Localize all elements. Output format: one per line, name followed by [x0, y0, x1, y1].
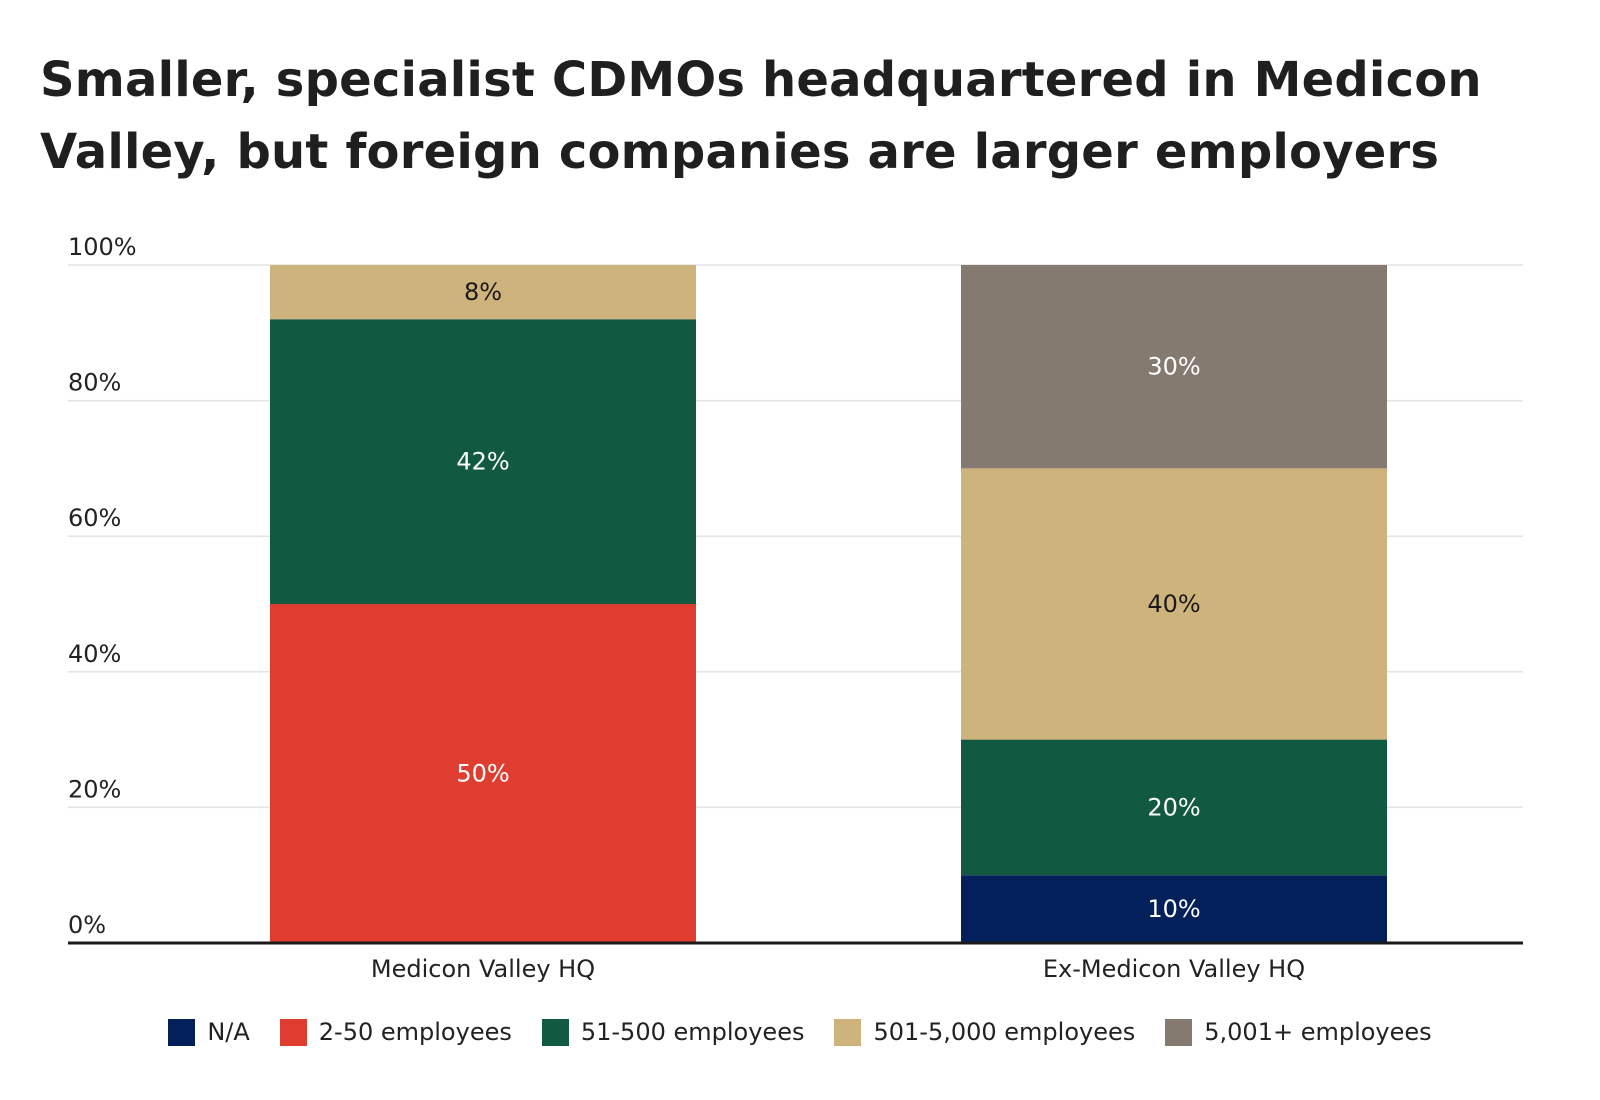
data-label: 20%: [1147, 793, 1200, 821]
legend-item: 2-50 employees: [279, 1018, 512, 1046]
data-label: 10%: [1147, 895, 1200, 923]
legend-swatch: [279, 1018, 307, 1046]
data-label: 40%: [1147, 590, 1200, 618]
data-label: 30%: [1147, 353, 1200, 381]
legend-label: 2-50 employees: [318, 1018, 512, 1046]
bar-segment-1-4: [961, 265, 1387, 469]
bar-segment-0-1: [270, 604, 696, 943]
y-tick-label: 100%: [68, 233, 137, 261]
legend-label: 5,001+ employees: [1204, 1018, 1432, 1046]
y-tick-label: 60%: [68, 504, 121, 532]
chart-title-line-1: Smaller, specialist CDMOs headquartered …: [40, 52, 1482, 108]
y-tick-label: 0%: [68, 911, 106, 939]
bar-segment-0-3: [270, 265, 696, 320]
y-tick-label: 80%: [68, 369, 121, 397]
chart-title: Smaller, specialist CDMOs headquartered …: [40, 44, 1540, 188]
legend-item: N/A: [168, 1018, 250, 1046]
chart-title-line-2: Valley, but foreign companies are larger…: [40, 124, 1440, 180]
x-category-label: Medicon Valley HQ: [371, 955, 595, 983]
data-label: 8%: [464, 278, 502, 306]
data-label: 50%: [456, 760, 509, 788]
y-tick-label: 20%: [68, 775, 121, 803]
legend-item: 5,001+ employees: [1165, 1018, 1432, 1046]
y-tick-label: 40%: [68, 640, 121, 668]
x-category-label: Ex-Medicon Valley HQ: [1043, 955, 1305, 983]
legend-label: 501-5,000 employees: [873, 1018, 1136, 1046]
chart-legend: N/A 2-50 employees 51-500 employees 501-5,0…: [0, 1010, 1600, 1054]
legend-swatch: [541, 1018, 569, 1046]
stacked-bar-chart: 0% 20% 40% 60% 80% 100% 50% 42% 8% Medicon Valley…: [68, 233, 1523, 983]
legend-swatch: [168, 1018, 196, 1046]
legend-swatch: [834, 1018, 862, 1046]
bar-segment-1-2: [961, 739, 1387, 876]
legend-swatch: [1165, 1018, 1193, 1046]
legend-item: 51-500 employees: [541, 1018, 805, 1046]
bar-segment-1-0: [961, 875, 1387, 943]
data-label: 42%: [456, 448, 509, 476]
legend-item: 501-5,000 employees: [834, 1018, 1135, 1046]
legend-label: 51-500 employees: [580, 1018, 805, 1046]
bar-segment-1-3: [961, 468, 1387, 740]
legend-label: N/A: [207, 1018, 250, 1046]
bar-segment-0-2: [270, 319, 696, 604]
